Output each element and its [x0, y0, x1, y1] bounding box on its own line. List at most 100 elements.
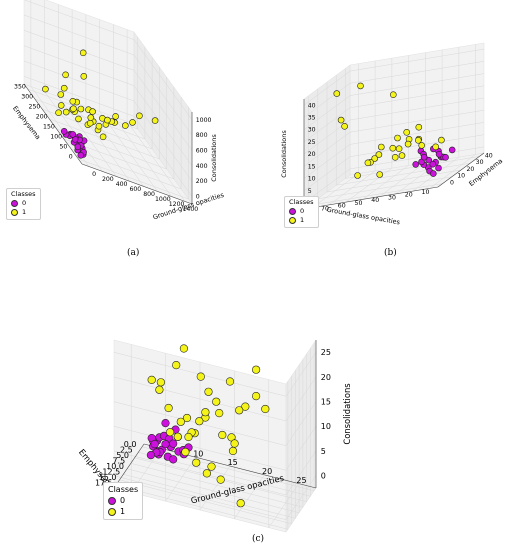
grid-line-z: [303, 61, 485, 118]
data-point-class-1: [165, 428, 175, 437]
data-point-class-0: [161, 440, 170, 449]
y-tick-label: 0.0: [124, 440, 137, 449]
data-point-class-1: [86, 119, 94, 127]
data-point-class-1: [225, 377, 235, 386]
grid-line-z: [23, 14, 193, 136]
legend-swatch-0: [11, 200, 18, 207]
grid-line-x: [99, 19, 158, 192]
z-tick-label: 25: [321, 348, 331, 357]
z-tick-label: 25: [308, 139, 316, 146]
grid-line-y: [335, 75, 471, 186]
y-tick-label: 10.0: [106, 462, 124, 471]
data-point-class-1: [241, 402, 250, 411]
data-point-class-1: [333, 90, 341, 97]
y-axis-line: [23, 83, 83, 165]
legend-c: Classes 0 1: [103, 482, 144, 520]
grid-line-y: [326, 82, 462, 193]
legend-entry-1: 1: [108, 506, 138, 517]
data-point-class-1: [57, 91, 65, 98]
x-tick-label: 60: [338, 203, 346, 210]
data-point-class-1: [230, 439, 239, 448]
data-point-class-1: [79, 49, 87, 57]
data-point-class-1: [75, 115, 82, 123]
z-tick-label: 0: [196, 194, 200, 201]
grid-line-z: [303, 85, 485, 143]
legend-entry-1: 1: [289, 216, 314, 225]
data-point-class-1: [62, 108, 70, 116]
data-point-class-1: [207, 462, 216, 471]
data-point-class-1: [438, 136, 445, 144]
grid-line-y: [134, 353, 307, 503]
y-tick-label: 40: [485, 152, 493, 159]
grid-line-z: [303, 73, 485, 130]
data-point-class-1: [415, 123, 423, 131]
data-point-class-1: [376, 171, 383, 178]
data-point-class-1: [147, 375, 156, 384]
grid-line-x: [126, 29, 186, 202]
legend-label-0: 0: [300, 207, 305, 215]
legend-label-0: 0: [120, 496, 126, 505]
data-point-class-1: [60, 84, 68, 92]
data-point-class-1: [173, 432, 182, 441]
x-tick-label: 10: [193, 449, 203, 458]
data-point-class-1: [104, 116, 111, 124]
data-point-class-1: [87, 114, 95, 121]
data-point-class-0: [430, 170, 437, 177]
data-point-class-1: [390, 91, 397, 98]
legend-entry-0: 0: [108, 495, 138, 506]
x-tick-label: 400: [116, 181, 128, 188]
data-point-class-0: [74, 143, 82, 151]
grid-line-y: [49, 67, 160, 160]
data-point-class-1: [218, 430, 227, 440]
legend-title: Classes: [108, 485, 139, 494]
x-axis-label: Ground-glass opacities: [326, 206, 401, 227]
legend-title: Classes: [11, 190, 36, 198]
grid-line-z: [113, 401, 317, 446]
scatter3d-panel-a: 0 200 400 600 800 1000 1200 1400 0 50 100 150 200 250…: [2, 0, 258, 264]
grid-line-z: [303, 48, 485, 106]
z-tick-label: 600: [196, 148, 208, 155]
x-tick-label: 30: [388, 194, 396, 201]
x-tick-label: 15: [228, 458, 238, 467]
y-tick-label: 300: [21, 94, 33, 101]
x-tick-label: 70: [321, 205, 329, 212]
data-point-class-1: [42, 85, 49, 93]
data-point-class-1: [156, 378, 166, 387]
grid-line-z: [23, 60, 193, 182]
data-point-class-1: [80, 73, 88, 80]
y-tick-label: 20: [466, 166, 474, 173]
grid-line-z: [303, 109, 485, 167]
data-point-class-1: [192, 458, 201, 467]
data-point-class-1: [389, 144, 397, 152]
y-axis-line: [437, 152, 485, 188]
scatter3d-plot-b: 1020304050607080010203040051015202530354…: [280, 42, 504, 227]
data-point-class-1: [378, 143, 385, 151]
data-point-class-0: [161, 419, 170, 428]
data-point-class-1: [364, 159, 372, 167]
data-point-class-0: [420, 153, 428, 161]
z-tick-label: 1000: [196, 117, 212, 124]
y-tick-label: 0: [450, 180, 454, 187]
z-tick-label: 15: [321, 397, 331, 406]
data-point-class-1: [201, 408, 210, 417]
data-point-class-1: [202, 469, 211, 478]
y-tick-label: 150: [43, 124, 55, 131]
data-point-class-1: [55, 109, 62, 116]
y-tick-label: 7.5: [112, 456, 125, 465]
y-tick-label: 10: [457, 173, 465, 180]
scatter3d-panel-b: 1020304050607080010203040051015202530354…: [258, 2, 514, 264]
data-point-class-0: [169, 455, 178, 464]
grid-line-z: [303, 122, 485, 179]
data-point-class-0: [435, 164, 442, 172]
x-axis-line: [143, 443, 317, 489]
z-tick-label: 20: [321, 373, 331, 382]
y-tick-label: 200: [36, 114, 48, 121]
data-point-class-1: [70, 105, 77, 112]
x-tick-label: 1000: [155, 196, 171, 203]
data-point-class-1: [215, 409, 224, 418]
data-point-class-1: [77, 105, 85, 113]
grid-line-z: [113, 450, 317, 496]
z-axis-label: Consolidations: [280, 130, 288, 178]
grid-line-x: [328, 60, 376, 206]
data-point-class-1: [398, 152, 406, 159]
